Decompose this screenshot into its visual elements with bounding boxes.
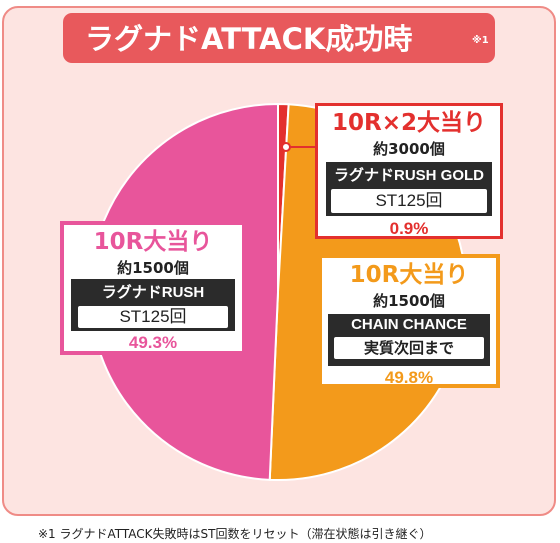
label-gold-mode-bar: ラグナドRUSH GOLD ST125回 [326, 162, 492, 216]
label-gold-mode: ラグナドRUSH GOLD [333, 167, 484, 184]
label-gold-detail: ST125回 [331, 189, 487, 213]
label-gold-payout: 約3000個 [373, 140, 445, 158]
label-chain-chance: 10R大当り 約1500個 CHAIN CHANCE 実質次回まで 49.8% [318, 254, 500, 388]
label-rush-percent: 49.3% [128, 333, 178, 352]
leader-dot [281, 142, 291, 152]
label-chain-detail: 実質次回まで [334, 337, 484, 359]
label-gold-percent: 0.9% [389, 219, 429, 238]
label-chain-payout: 約1500個 [373, 292, 445, 310]
label-rush-payout: 約1500個 [117, 259, 189, 277]
label-rush-heading: 10R大当り [93, 229, 213, 255]
title-banner [63, 13, 495, 63]
chart-title: ラグナドATTACK成功時 [85, 22, 413, 56]
label-chain-mode-bar: CHAIN CHANCE 実質次回まで [328, 314, 490, 366]
label-rush: 10R大当り 約1500個 ラグナドRUSH ST125回 49.3% [60, 221, 246, 355]
label-chain-heading: 10R大当り [349, 262, 469, 288]
label-chain-mode: CHAIN CHANCE [351, 316, 467, 333]
title-footnote-marker: ※1 [472, 35, 489, 46]
label-chain-percent: 49.8% [384, 368, 434, 387]
label-rush-mode: ラグナドRUSH [101, 284, 205, 301]
label-gold-heading: 10R×2大当り [332, 110, 486, 136]
label-rush-detail: ST125回 [78, 306, 228, 328]
footnote: ※1 ラグナドATTACK失敗時はST回数をリセット（滞在状態は引き継ぐ） [38, 527, 432, 541]
label-gold: 10R×2大当り 約3000個 ラグナドRUSH GOLD ST125回 0.9… [315, 103, 503, 239]
label-rush-mode-bar: ラグナドRUSH ST125回 [71, 279, 235, 331]
